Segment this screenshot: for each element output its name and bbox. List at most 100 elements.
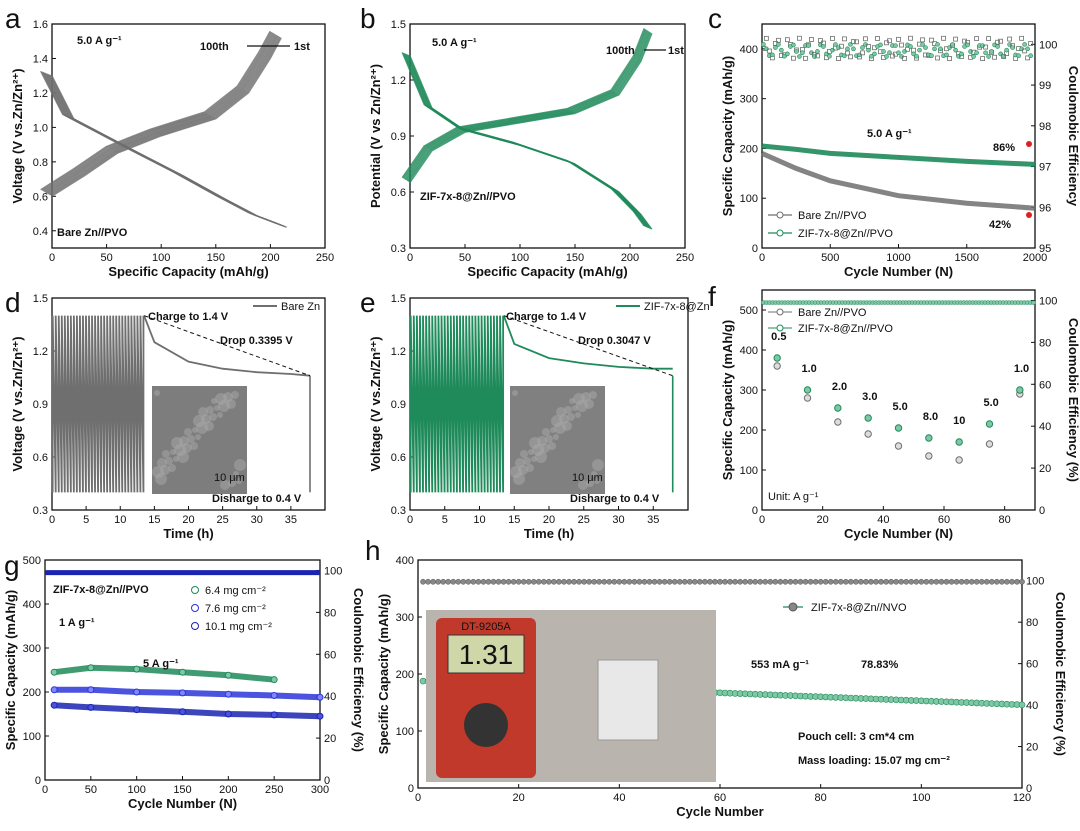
y2-tick-label: 80 (1039, 337, 1051, 349)
series-marker-g (87, 664, 95, 672)
x-tick-label: 30 (251, 514, 263, 526)
x-tick-label: 150 (173, 784, 191, 796)
ce-point-h (817, 578, 824, 585)
panel-label-f: f (708, 281, 716, 312)
x-axis-label: Cycle Number (N) (844, 264, 953, 279)
y-tick-label: 0.6 (391, 187, 406, 199)
x-tick-label: 20 (182, 514, 194, 526)
legend-marker-c (776, 211, 784, 219)
ce-point-c (902, 55, 907, 61)
ce-point-h (868, 578, 874, 585)
y-tick-label: 0 (752, 243, 758, 255)
legend-label-e: ZIF-7x-8@Zn (644, 301, 710, 313)
ce-point-c (773, 45, 778, 50)
series-f-bare (894, 442, 903, 450)
ce-point-c (803, 55, 808, 61)
ce-point-c (1028, 41, 1034, 46)
ce-point-c (932, 46, 937, 52)
ce-point-h (712, 578, 718, 585)
series-a-discharge (51, 75, 288, 228)
ce-point-c (1025, 55, 1031, 61)
y2-tick-label: 60 (324, 649, 336, 661)
series-marker-g (179, 708, 186, 716)
plot-frame-a (51, 23, 326, 249)
ce-point-c (815, 49, 820, 54)
legend-marker-c (776, 229, 784, 237)
y-tick-label: 1.5 (391, 19, 406, 31)
ce-point-h (646, 578, 653, 585)
sem-texture-e (556, 407, 566, 417)
series-f-zif (894, 424, 903, 432)
pouch-cell-h (597, 659, 659, 741)
y-tick-label: 200 (23, 687, 41, 699)
capacity-point-h (1018, 701, 1026, 709)
ce-point-h (888, 578, 894, 585)
y2-tick-label: 80 (324, 607, 336, 619)
x-tick-label: 120 (1013, 792, 1031, 804)
ce-point-h (540, 578, 547, 585)
retention-green-c: 86% (993, 142, 1015, 154)
ce-point-h (717, 578, 723, 585)
x-tick-label: 15 (148, 514, 160, 526)
ce-point-h (596, 578, 603, 585)
ce-point-c (1025, 46, 1030, 52)
x-tick-label: 0 (415, 792, 421, 804)
series-f-bare (803, 394, 812, 402)
ce-point-c (986, 54, 991, 59)
ce-point-c (1007, 36, 1013, 42)
ce-point-h (651, 578, 658, 585)
sem-texture-d (198, 407, 208, 417)
rate-label-h: 553 mA g⁻¹ (751, 659, 809, 671)
series-marker-g (50, 686, 58, 694)
sem-texture-e (529, 437, 541, 449)
series-f-zif (1016, 386, 1024, 394)
ce-point-f (1031, 300, 1036, 305)
ce-point-h (561, 578, 567, 585)
ce-point-h (661, 578, 668, 585)
sem-texture-e (512, 390, 518, 396)
y-tick-label: 200 (740, 143, 758, 155)
series-a-discharge (49, 74, 286, 228)
x-tick-label: 150 (207, 252, 225, 264)
panel-label-d: d (5, 287, 21, 318)
ce-point-c (929, 37, 934, 43)
legend-marker-f (776, 324, 784, 332)
ce-point-h (707, 578, 713, 585)
series-f-bare (925, 452, 933, 460)
series-f-zif (925, 434, 933, 442)
ce-point-h (697, 578, 703, 585)
ce-point-h (757, 578, 764, 585)
ce-point-h (832, 578, 839, 585)
ce-point-c (845, 46, 850, 52)
x-tick-label: 200 (261, 252, 279, 264)
sem-texture-d (184, 428, 192, 436)
series-f-zif (773, 354, 781, 362)
ce-point-h (475, 578, 482, 585)
ce-point-c (947, 56, 952, 61)
ce-point-h (722, 578, 728, 585)
y2-tick-label: 40 (324, 691, 336, 703)
ce-point-c (791, 42, 796, 48)
ce-point-h (898, 578, 905, 585)
ce-point-h (500, 578, 507, 585)
ce-point-c (920, 37, 925, 43)
series-a-charge (41, 31, 272, 191)
x-tick-label: 0 (49, 514, 55, 526)
ce-point-h (943, 578, 950, 585)
ce-point-h (490, 578, 497, 585)
panel-label-a: a (5, 3, 21, 34)
ce-point-c (784, 37, 790, 43)
y-tick-label: 0.9 (391, 399, 406, 411)
x-tick-label: 25 (578, 514, 590, 526)
sem-texture-d (193, 415, 205, 427)
series-a-discharge (40, 70, 276, 224)
ce-point-h (616, 578, 623, 585)
series-c-bare (760, 151, 1036, 211)
ce-point-h (611, 578, 618, 585)
y-tick-label: 1.5 (33, 293, 48, 305)
y-tick-label: 1.0 (33, 122, 48, 134)
ce-point-h (853, 578, 859, 585)
ce-point-c (821, 44, 826, 49)
ce-point-h (525, 578, 532, 585)
ce-point-c (854, 39, 859, 45)
